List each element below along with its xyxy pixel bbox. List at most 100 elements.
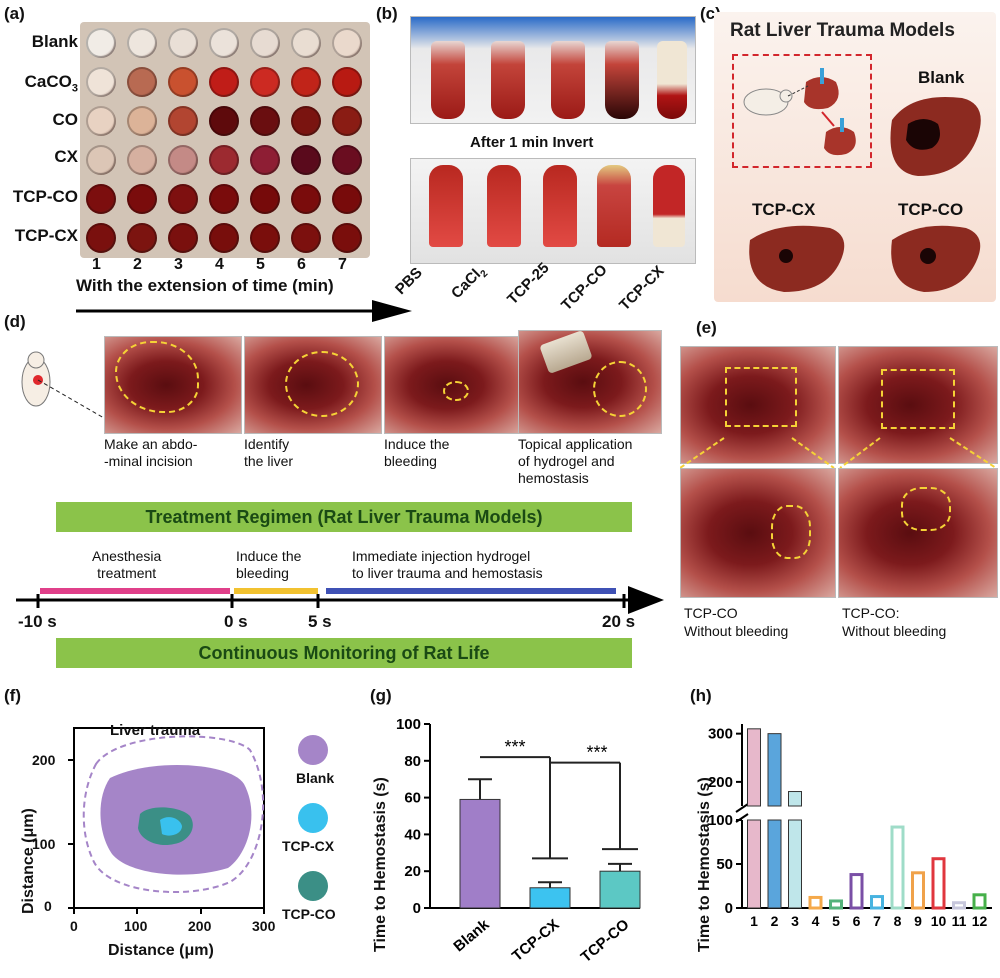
trauma-label: Liver trauma [110,722,201,739]
rat-icon [21,351,105,419]
surgery-photo-bleeding [384,336,522,434]
photo-caption-left: TCP-CO Without bleeding [684,605,789,639]
step-caption: Induce the bleeding [384,436,450,469]
panel-f-label: (f) [4,686,21,705]
y-tick-label: 60 [404,790,421,807]
tick-label: -10 s [18,612,57,631]
x-tick: 0 [70,918,78,934]
plate-well [127,106,157,136]
x-tick-label: 2 [771,913,779,929]
plate-well [127,28,157,58]
legend-blank: Blank [296,770,335,786]
x-tick-label: 6 [853,913,861,929]
plate-well [86,67,116,97]
x-axis-label: Distance (μm) [108,942,214,959]
step-caption: Identify the liver [244,436,294,469]
panel-c-title: Rat Liver Trauma Models [730,20,955,41]
x-tick-label: 5 [832,913,840,929]
y-tick-label: 200 [708,774,733,791]
tube-label-tcpco: TCP-CO [558,261,611,315]
y-tick: 0 [44,898,52,914]
plate-well [168,106,198,136]
timeline-axis [16,586,664,614]
plate-well [332,184,362,214]
row-label-tcp-co: TCP-CO [12,187,78,206]
tube [551,41,585,119]
y-axis-label: Distance (μm) [20,808,37,914]
y-tick: 100 [32,836,56,852]
y-tick-label: 50 [716,856,733,873]
step-caption: Make an abdo- -minal incision [104,436,198,469]
inverted-tube [653,165,685,247]
plate-well [168,28,198,58]
tube [605,41,639,119]
tick-label: 0 s [224,612,248,631]
zoom-box [725,367,797,427]
x-tick-label: TCP-CO [578,916,633,966]
bar [599,870,641,909]
column-number: 7 [338,256,347,273]
phase-label-anesthesia: Anesthesia treatment [92,548,162,581]
invert-caption: After 1 min Invert [470,134,594,151]
phase-bar-anesthesia [40,588,230,594]
liver-tcp-co-illustration [891,225,981,292]
plate-well [291,67,321,97]
y-tick-label: 100 [396,716,421,733]
zoom-box [881,369,955,429]
column-number: 5 [256,256,265,273]
x-tick-label: 12 [972,913,988,929]
well-plate [80,22,370,258]
panel-d-label: (d) [4,312,26,331]
x-tick-label: 11 [952,913,967,929]
inverted-tube [543,165,577,247]
phase-label-injection: Immediate injection hydrogel to liver tr… [352,548,543,581]
panel-e-label: (e) [696,318,717,337]
significance-marker: *** [586,743,607,763]
column-number: 6 [297,256,306,273]
trauma-area-plot [68,727,328,914]
plate-well [332,145,362,175]
step-caption: Topical application of hydrogel and hemo… [518,436,633,486]
x-tick: 100 [124,918,148,934]
column-number: 2 [133,256,142,273]
inverted-tube [429,165,463,247]
plate-well [127,67,157,97]
liver-label-tcp-cx: TCP-CX [752,200,816,219]
significance-marker: *** [504,737,525,757]
column-number: 4 [215,256,224,273]
inverted-tube [597,165,631,247]
axis-break-mark [735,803,749,813]
y-tick-label: 100 [708,812,733,829]
row-label-co: CO [52,110,79,129]
x-tick: 200 [188,918,212,934]
column-numbers: 1 2 3 4 5 6 7 [80,256,370,276]
trace-outline [285,351,359,417]
bar [529,887,571,909]
plate-well [86,145,116,175]
bar [890,825,905,910]
plate-well [168,145,198,175]
time-axis-caption: With the extension of time (min) [76,276,334,295]
y-tick-label: 40 [404,826,421,843]
monitoring-banner: Continuous Monitoring of Rat Life [56,638,632,668]
y-axis-label: Time to Hemostasis (s) [696,777,713,952]
tube-label-cacl2: CaCl2 [448,265,491,303]
x-tick-label: 1 [750,913,758,929]
plate-well [86,106,116,136]
panel-a-label: (a) [4,4,25,23]
surgery-photo-hydrogel [518,330,662,434]
row-label-blank: Blank [31,32,78,51]
tick-label: 5 s [308,612,332,631]
trace-outline [115,341,199,413]
bar [747,819,761,909]
bar [788,819,802,909]
y-tick-label: 0 [725,900,733,917]
plate-well [209,184,239,214]
trace-outline [443,381,469,401]
plate-well [250,28,280,58]
y-tick: 200 [32,752,56,768]
plate-well [250,184,280,214]
y-tick-label: 80 [404,753,421,770]
inverted-tube [487,165,521,247]
column-number: 3 [174,256,183,273]
